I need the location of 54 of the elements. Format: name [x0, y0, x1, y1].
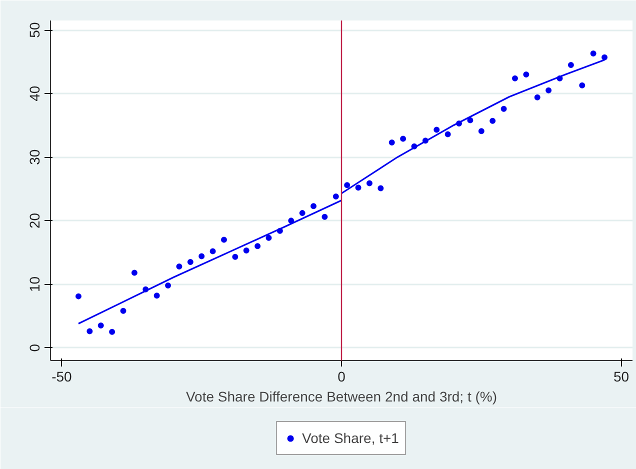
- point: [266, 234, 272, 241]
- point: [467, 117, 474, 124]
- point: [444, 131, 451, 138]
- point: [400, 136, 406, 142]
- y-tick-label: 0: [26, 344, 42, 352]
- point: [243, 248, 250, 254]
- point: [176, 263, 182, 270]
- line-series: [78, 200, 342, 324]
- point: [478, 128, 484, 134]
- legend-label: Vote Share, t+1: [302, 430, 399, 446]
- point: [602, 54, 608, 60]
- point: [366, 180, 372, 186]
- point: [512, 75, 518, 82]
- point: [220, 236, 227, 243]
- point: [378, 185, 384, 192]
- x-tick-label: 0: [338, 368, 346, 384]
- point: [534, 94, 540, 100]
- point: [355, 184, 362, 191]
- y-tick-label: 10: [26, 276, 42, 292]
- point: [434, 126, 440, 133]
- y-tick-label: 50: [26, 22, 42, 38]
- y-tick-label: 30: [26, 149, 42, 165]
- point: [210, 248, 216, 254]
- point: [546, 87, 552, 94]
- point: [131, 270, 138, 276]
- point: [120, 308, 126, 314]
- point: [579, 82, 586, 88]
- point: [299, 210, 306, 216]
- point: [568, 62, 574, 68]
- point: [310, 203, 317, 210]
- y-tick-label: 40: [26, 86, 42, 102]
- point: [322, 214, 328, 220]
- point: [75, 293, 82, 300]
- y-tick-label: 20: [26, 212, 42, 228]
- point: [523, 72, 530, 78]
- point: [198, 253, 205, 260]
- point: [388, 140, 395, 146]
- point: [109, 328, 116, 335]
- point: [332, 194, 339, 200]
- point: [500, 106, 507, 112]
- point: [187, 259, 194, 265]
- point: [154, 292, 160, 299]
- point: [98, 322, 104, 329]
- point: [86, 328, 93, 334]
- point: [288, 218, 294, 224]
- point: [344, 182, 350, 188]
- x-tick-label: -50: [52, 368, 72, 384]
- point: [165, 282, 172, 289]
- x-tick-label: 50: [614, 368, 630, 384]
- x-axis-title: Vote Share Difference Between 2nd and 3rd; t (%): [186, 388, 498, 404]
- point: [590, 50, 596, 57]
- point: [254, 243, 261, 250]
- point: [232, 254, 238, 260]
- point: [490, 118, 496, 124]
